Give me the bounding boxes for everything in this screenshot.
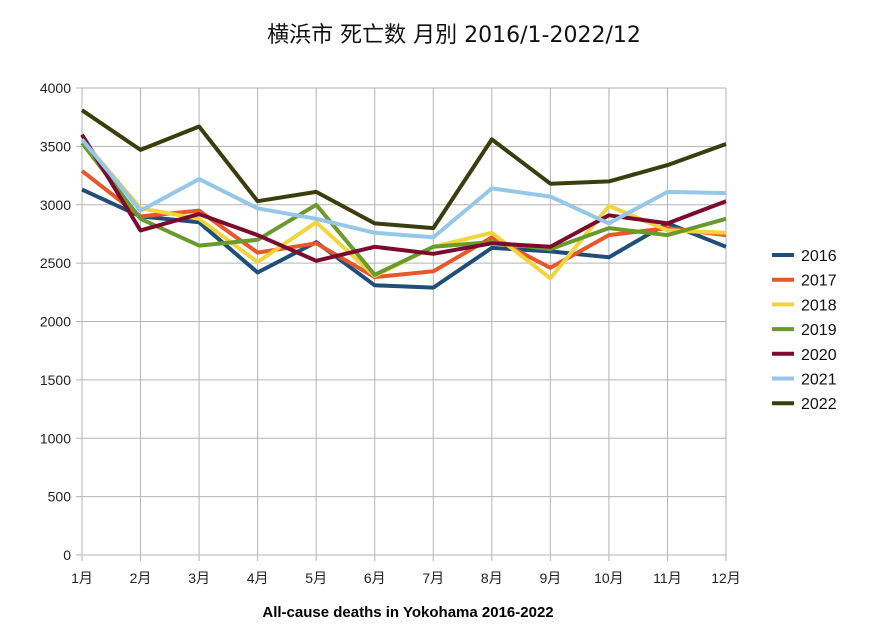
y-tick-label: 0: [63, 547, 71, 563]
series-line-2022: [80, 108, 727, 231]
x-tick-label: 10月: [594, 570, 624, 586]
chart-title: 横浜市 死亡数 月別 2016/1-2022/12: [267, 23, 641, 48]
x-tick-label: 2月: [130, 570, 152, 586]
chart-caption: All-cause deaths in Yokohama 2016-2022: [262, 604, 553, 621]
series-line-2020: [80, 133, 727, 263]
x-tick-label: 7月: [422, 570, 444, 586]
x-tick-label: 3月: [188, 570, 210, 586]
y-tick-label: 3500: [40, 138, 71, 154]
y-tick-label: 4000: [40, 80, 71, 96]
legend: 2016 2017 2018 2019 2020 2021 2022: [772, 248, 837, 413]
grid: [76, 87, 727, 561]
series-line-2018: [80, 138, 727, 281]
y-tick-label: 1500: [40, 372, 71, 388]
series-line-2017: [80, 169, 727, 280]
series-lines: [80, 108, 727, 290]
legend-label-2021: 2021: [801, 372, 837, 389]
y-axis-ticks: 0 500 1000 1500 2000 2500 3000 3500 4000: [40, 80, 71, 563]
legend-label-2020: 2020: [801, 347, 837, 364]
legend-label-2019: 2019: [801, 322, 837, 339]
legend-label-2017: 2017: [801, 273, 837, 290]
series-line-2019: [80, 141, 727, 277]
x-tick-label: 11月: [653, 570, 682, 586]
y-tick-label: 500: [48, 489, 72, 505]
y-tick-label: 2500: [40, 255, 71, 271]
series-line-2021: [80, 138, 727, 240]
legend-label-2016: 2016: [801, 248, 837, 265]
legend-label-2018: 2018: [801, 297, 837, 314]
x-tick-label: 8月: [481, 570, 503, 586]
x-tick-label: 12月: [711, 570, 741, 586]
y-tick-label: 3000: [40, 197, 71, 213]
x-axis-ticks: 1月 2月 3月 4月 5月 6月 7月 8月 9月 10月 11月 12月: [71, 570, 741, 586]
legend-label-2022: 2022: [801, 396, 837, 413]
x-tick-label: 6月: [364, 570, 386, 586]
series-line-2016: [81, 187, 727, 290]
y-tick-label: 1000: [40, 430, 71, 446]
x-tick-label: 4月: [247, 570, 269, 586]
x-tick-label: 1月: [71, 570, 93, 586]
x-tick-label: 5月: [305, 570, 327, 586]
y-tick-label: 2000: [40, 314, 71, 330]
x-tick-label: 9月: [539, 570, 561, 586]
